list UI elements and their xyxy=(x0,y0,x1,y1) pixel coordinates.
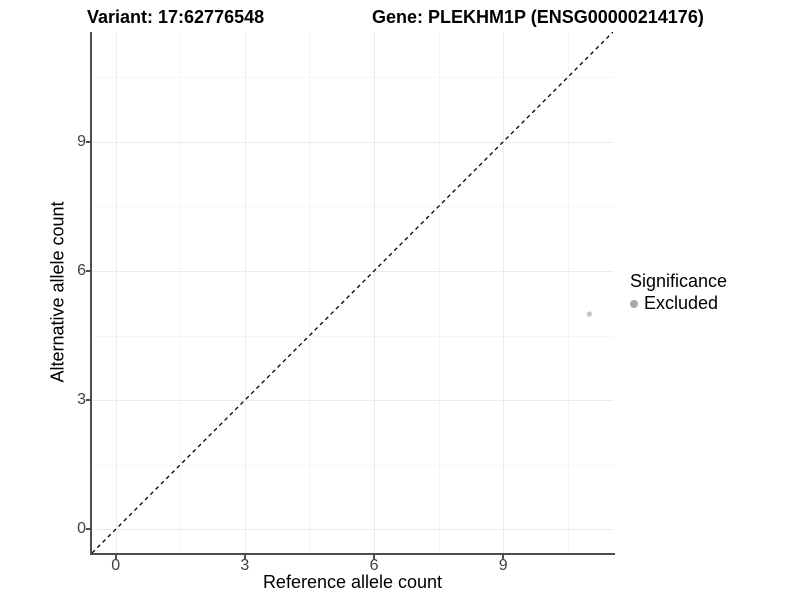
y-gridline-minor xyxy=(92,77,613,79)
gene-title: Gene: PLEKHM1P (ENSG00000214176) xyxy=(372,7,704,27)
y-axis-line xyxy=(90,32,92,555)
y-gridline-minor xyxy=(92,335,613,337)
identity-dashed-line xyxy=(92,32,613,553)
legend-item-excluded: Excluded xyxy=(630,293,727,314)
y-gridline-minor xyxy=(92,206,613,208)
x-tick-mark xyxy=(114,555,117,559)
data-point xyxy=(586,311,593,317)
legend-item-label: Excluded xyxy=(644,293,719,313)
y-gridline-major xyxy=(92,400,613,402)
y-tick-label: 9 xyxy=(77,132,86,150)
y-tick-mark xyxy=(86,140,90,143)
y-gridline-major xyxy=(92,141,613,143)
y-tick-mark xyxy=(86,399,90,402)
x-gridline-major xyxy=(503,32,505,553)
variant-title: Variant: 17:62776548 xyxy=(87,7,265,27)
plot-overlay xyxy=(92,32,613,553)
x-tick-mark xyxy=(502,555,505,559)
x-tick-label: 3 xyxy=(240,557,250,574)
y-tick-label: 6 xyxy=(77,261,86,279)
plot-panel xyxy=(92,32,613,553)
x-gridline-major xyxy=(374,32,376,553)
x-tick-label: 0 xyxy=(111,557,121,574)
y-axis-title: Alternative allele count xyxy=(47,201,68,383)
y-tick-label: 3 xyxy=(77,391,86,409)
x-tick-mark xyxy=(243,555,246,559)
x-axis-title: Reference allele count xyxy=(262,572,443,592)
y-gridline-major xyxy=(92,529,613,531)
x-gridline-major xyxy=(244,32,246,553)
x-tick-label: 6 xyxy=(369,557,379,574)
y-tick-mark xyxy=(86,528,90,531)
legend-point-icon xyxy=(630,299,638,308)
x-gridline-minor xyxy=(309,32,311,553)
legend: Significance Excluded xyxy=(630,272,727,314)
x-tick-mark xyxy=(373,555,376,559)
legend-title: Significance xyxy=(630,271,728,291)
x-gridline-minor xyxy=(180,32,182,553)
y-gridline-major xyxy=(92,270,613,272)
y-tick-label: 0 xyxy=(77,520,86,538)
x-gridline-major xyxy=(115,32,117,553)
y-tick-mark xyxy=(86,269,90,272)
y-gridline-minor xyxy=(92,464,613,466)
x-tick-label: 9 xyxy=(498,557,508,574)
x-gridline-minor xyxy=(438,32,440,553)
x-axis-line xyxy=(90,553,615,555)
x-gridline-minor xyxy=(567,32,569,553)
